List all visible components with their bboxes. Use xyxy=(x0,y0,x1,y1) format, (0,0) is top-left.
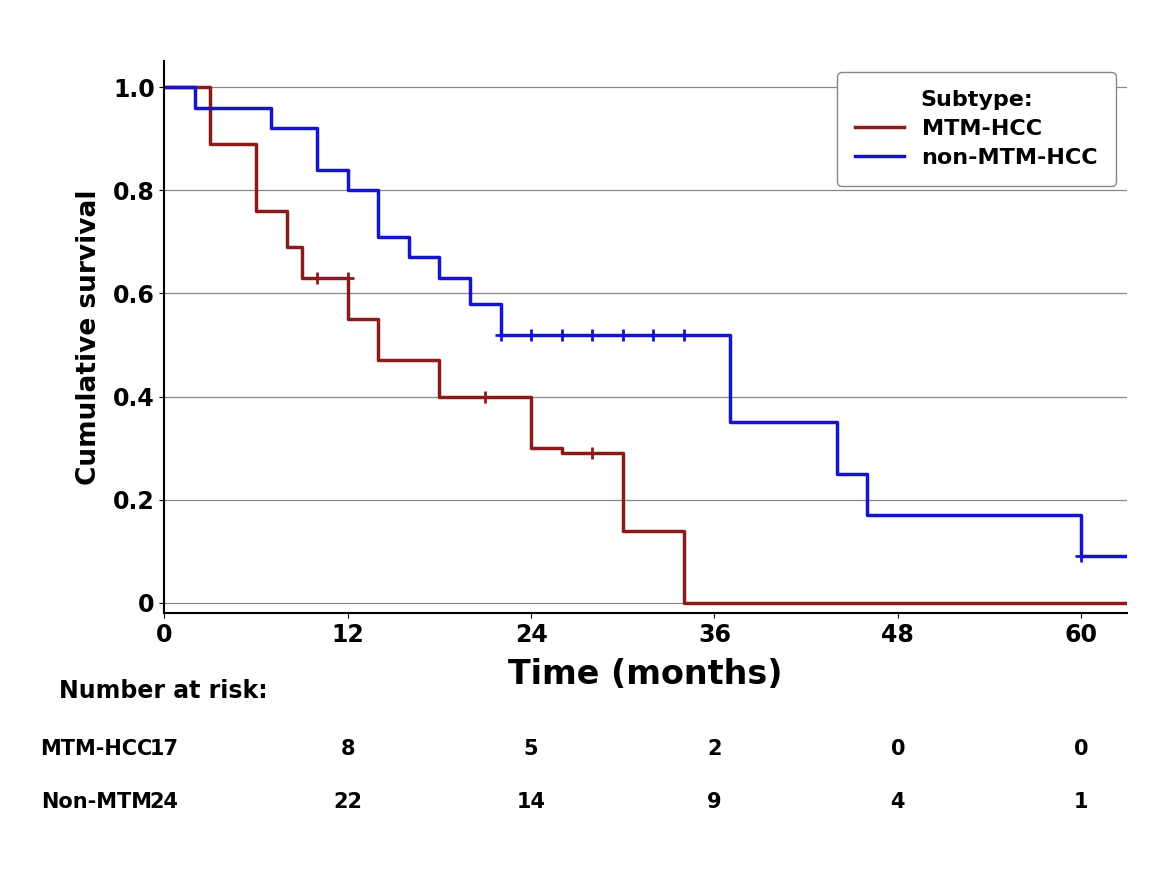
non-MTM-HCC xyxy=(830,469,844,479)
MTM-HCC xyxy=(402,355,416,365)
non-MTM-HCC xyxy=(769,417,783,427)
non-MTM-HCC xyxy=(1074,510,1088,520)
non-MTM-HCC xyxy=(922,510,936,520)
MTM-HCC xyxy=(340,314,355,324)
MTM-HCC xyxy=(295,272,309,283)
non-MTM-HCC xyxy=(188,81,202,92)
non-MTM-HCC xyxy=(493,329,507,340)
MTM-HCC xyxy=(493,392,507,402)
MTM-HCC xyxy=(677,597,691,608)
non-MTM-HCC xyxy=(310,165,324,175)
non-MTM-HCC xyxy=(861,469,875,479)
MTM-HCC xyxy=(249,138,263,149)
non-MTM-HCC xyxy=(432,252,446,263)
Line: MTM-HCC: MTM-HCC xyxy=(164,87,1127,603)
MTM-HCC xyxy=(524,443,538,454)
non-MTM-HCC xyxy=(1120,551,1134,562)
Y-axis label: Cumulative survival: Cumulative survival xyxy=(75,189,102,485)
non-MTM-HCC xyxy=(264,124,278,134)
Legend: MTM-HCC, non-MTM-HCC: MTM-HCC, non-MTM-HCC xyxy=(837,73,1116,186)
MTM-HCC xyxy=(615,448,629,458)
non-MTM-HCC xyxy=(340,165,355,175)
Text: 5: 5 xyxy=(524,739,539,759)
MTM-HCC xyxy=(524,392,538,402)
MTM-HCC xyxy=(249,206,263,216)
Text: 22: 22 xyxy=(333,792,363,811)
non-MTM-HCC xyxy=(157,81,171,92)
Text: 14: 14 xyxy=(517,792,546,811)
non-MTM-HCC xyxy=(723,417,737,427)
Line: non-MTM-HCC: non-MTM-HCC xyxy=(164,87,1127,556)
MTM-HCC xyxy=(615,526,629,536)
non-MTM-HCC xyxy=(769,417,783,427)
non-MTM-HCC xyxy=(493,299,507,309)
Text: 2: 2 xyxy=(707,739,722,759)
MTM-HCC xyxy=(647,526,661,536)
MTM-HCC xyxy=(463,392,477,402)
MTM-HCC xyxy=(647,526,661,536)
Text: 0: 0 xyxy=(891,739,905,759)
non-MTM-HCC xyxy=(402,231,416,242)
MTM-HCC xyxy=(279,242,294,252)
MTM-HCC xyxy=(310,272,324,283)
MTM-HCC xyxy=(1120,597,1134,608)
Text: 24: 24 xyxy=(150,792,178,811)
X-axis label: Time (months): Time (months) xyxy=(508,658,783,691)
MTM-HCC xyxy=(723,597,737,608)
Text: Number at risk:: Number at risk: xyxy=(59,679,268,703)
non-MTM-HCC xyxy=(371,231,385,242)
MTM-HCC xyxy=(203,138,217,149)
MTM-HCC xyxy=(371,314,385,324)
Text: 8: 8 xyxy=(340,739,355,759)
MTM-HCC xyxy=(677,526,691,536)
MTM-HCC xyxy=(432,355,446,365)
MTM-HCC xyxy=(463,392,477,402)
MTM-HCC xyxy=(554,443,568,454)
non-MTM-HCC xyxy=(371,185,385,195)
Text: 4: 4 xyxy=(891,792,905,811)
non-MTM-HCC xyxy=(340,185,355,195)
MTM-HCC xyxy=(493,392,507,402)
non-MTM-HCC xyxy=(463,299,477,309)
MTM-HCC xyxy=(279,206,294,216)
MTM-HCC xyxy=(295,242,309,252)
MTM-HCC xyxy=(203,81,217,92)
MTM-HCC xyxy=(432,392,446,402)
Text: 0: 0 xyxy=(1074,739,1088,759)
non-MTM-HCC xyxy=(861,510,875,520)
MTM-HCC xyxy=(340,272,355,283)
MTM-HCC xyxy=(310,272,324,283)
MTM-HCC xyxy=(371,355,385,365)
Text: MTM-HCC: MTM-HCC xyxy=(40,739,153,759)
non-MTM-HCC xyxy=(830,417,844,427)
non-MTM-HCC xyxy=(463,272,477,283)
MTM-HCC xyxy=(723,597,737,608)
non-MTM-HCC xyxy=(1074,551,1088,562)
Text: Non-MTM: Non-MTM xyxy=(41,792,153,811)
non-MTM-HCC xyxy=(310,124,324,134)
Text: 17: 17 xyxy=(150,739,178,759)
non-MTM-HCC xyxy=(264,102,278,113)
Text: 9: 9 xyxy=(707,792,722,811)
MTM-HCC xyxy=(157,81,171,92)
non-MTM-HCC xyxy=(723,329,737,340)
Text: 1: 1 xyxy=(1074,792,1088,811)
non-MTM-HCC xyxy=(432,272,446,283)
MTM-HCC xyxy=(554,448,568,458)
non-MTM-HCC xyxy=(402,252,416,263)
non-MTM-HCC xyxy=(188,102,202,113)
MTM-HCC xyxy=(402,355,416,365)
non-MTM-HCC xyxy=(922,510,936,520)
